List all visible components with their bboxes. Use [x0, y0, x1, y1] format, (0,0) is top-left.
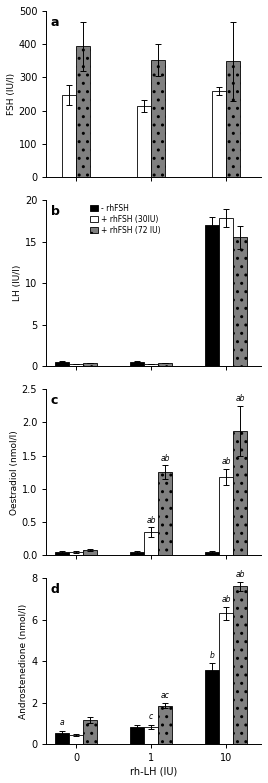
Bar — [205, 552, 219, 555]
Bar — [55, 733, 69, 745]
Bar — [83, 363, 97, 366]
Bar — [62, 95, 76, 177]
Bar — [137, 106, 151, 177]
Bar — [130, 552, 144, 555]
Bar — [144, 532, 158, 555]
Bar — [233, 237, 247, 366]
Text: ac: ac — [161, 691, 170, 700]
Bar — [219, 477, 233, 555]
Text: ab: ab — [235, 569, 245, 579]
Bar — [219, 218, 233, 366]
Bar — [205, 225, 219, 366]
Bar — [83, 720, 97, 745]
Bar — [233, 431, 247, 555]
Y-axis label: LH (IU/l): LH (IU/l) — [13, 265, 22, 301]
Bar — [158, 705, 172, 745]
Text: c: c — [51, 394, 58, 407]
Text: c: c — [149, 712, 153, 721]
X-axis label: rh-LH (IU): rh-LH (IU) — [130, 766, 177, 776]
Y-axis label: Oestradiol (nmol/l): Oestradiol (nmol/l) — [10, 430, 19, 514]
Bar — [69, 364, 83, 366]
Text: d: d — [51, 583, 59, 596]
Text: ab: ab — [221, 594, 231, 604]
Bar — [76, 46, 90, 177]
Bar — [219, 613, 233, 745]
Text: ab: ab — [221, 457, 231, 466]
Bar — [158, 472, 172, 555]
Legend: - rhFSH, + rhFSH (30IU), + rhFSH (72 IU): - rhFSH, + rhFSH (30IU), + rhFSH (72 IU) — [89, 202, 162, 236]
Text: a: a — [60, 719, 65, 727]
Text: ab: ab — [235, 394, 245, 403]
Text: b: b — [210, 651, 215, 659]
Bar — [212, 92, 226, 177]
Bar — [144, 727, 158, 745]
Bar — [144, 364, 158, 366]
Bar — [233, 586, 247, 745]
Bar — [55, 362, 69, 366]
Bar — [69, 735, 83, 745]
Text: ab: ab — [146, 516, 156, 525]
Bar — [158, 363, 172, 366]
Bar — [151, 60, 165, 177]
Bar — [83, 550, 97, 555]
Text: a: a — [51, 16, 59, 29]
Y-axis label: Androstenedione (nmol/l): Androstenedione (nmol/l) — [19, 604, 28, 719]
Bar — [55, 552, 69, 555]
Bar — [130, 727, 144, 745]
Bar — [205, 669, 219, 745]
Bar — [130, 362, 144, 366]
Y-axis label: FSH (IU/l): FSH (IU/l) — [7, 73, 16, 115]
Text: ab: ab — [160, 454, 170, 463]
Bar — [69, 552, 83, 555]
Bar — [226, 61, 240, 177]
Text: b: b — [51, 205, 59, 218]
